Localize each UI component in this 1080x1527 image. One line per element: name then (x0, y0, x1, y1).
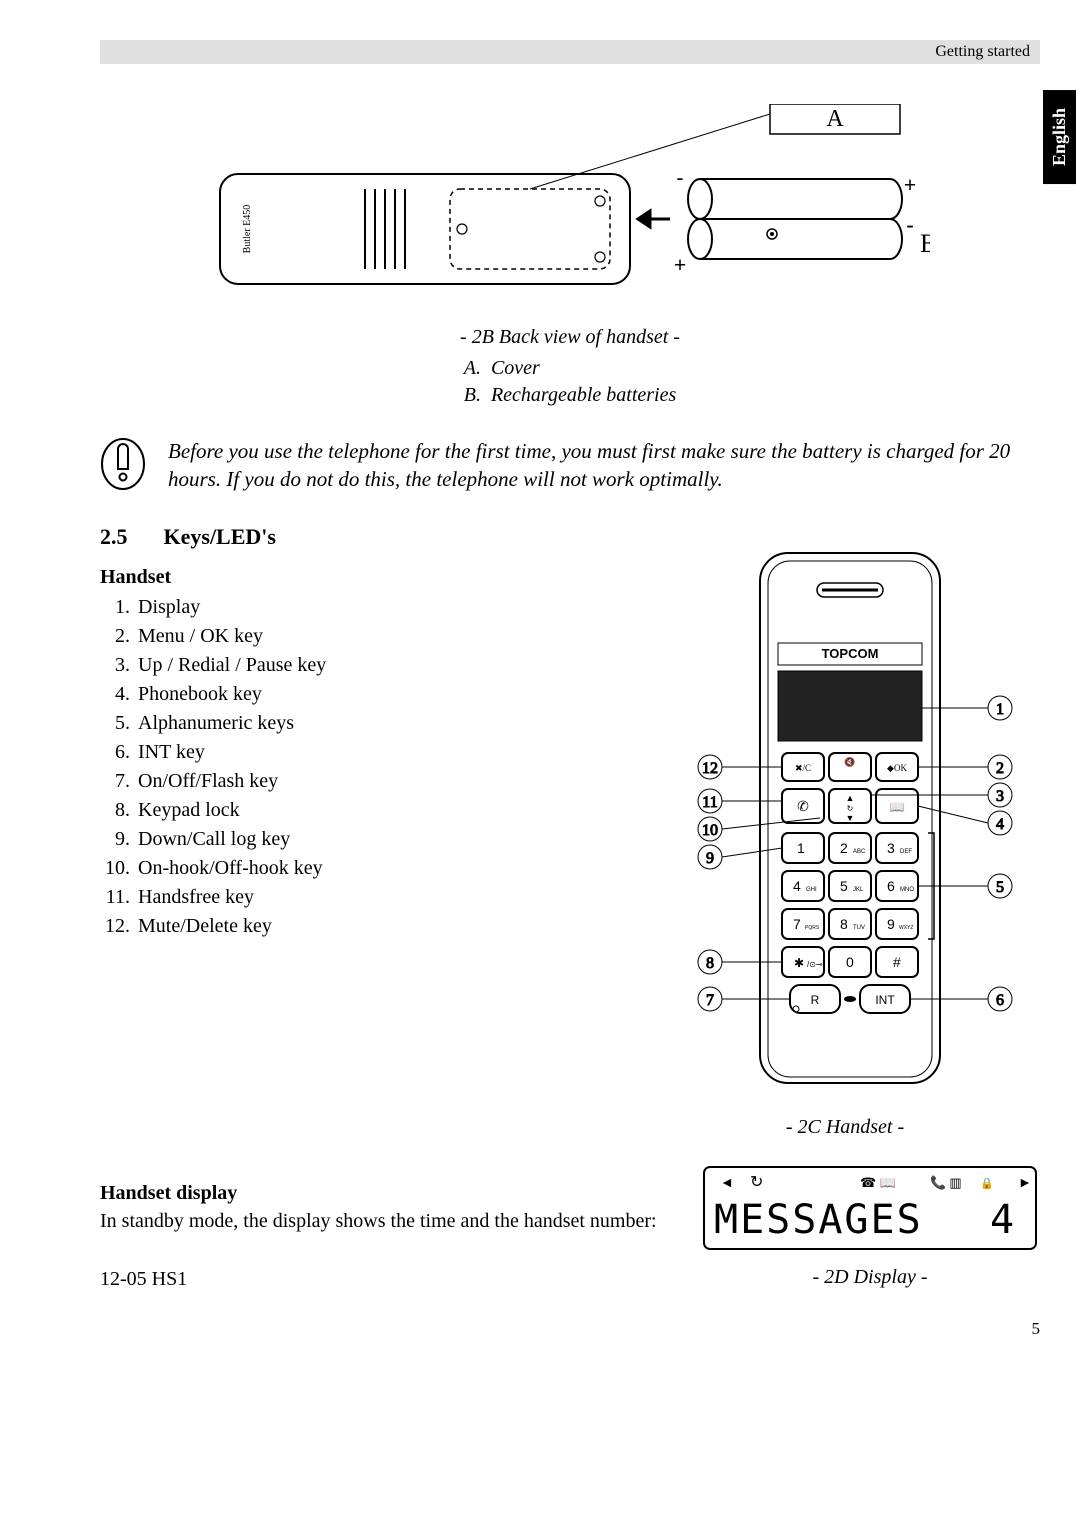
svg-text:MNO: MNO (900, 887, 914, 893)
svg-text:3: 3 (996, 788, 1004, 805)
svg-text:4: 4 (996, 816, 1004, 833)
svg-text:📖: 📖 (890, 800, 905, 814)
svg-text:A: A (826, 106, 844, 132)
svg-text:JKL: JKL (853, 887, 864, 893)
page-number: 5 (100, 1319, 1040, 1339)
svg-text:▲: ▲ (846, 793, 855, 803)
svg-text:9: 9 (887, 916, 895, 932)
figure-2d-caption: - 2D Display - (700, 1266, 1040, 1289)
svg-text:R: R (811, 993, 820, 1007)
header-bar: Getting started (100, 40, 1040, 64)
figure-2b: Butler E450 A B - + - + (210, 104, 930, 304)
svg-text:2: 2 (996, 760, 1004, 777)
svg-text:WXYZ: WXYZ (899, 925, 913, 931)
svg-text:+: + (674, 252, 687, 277)
svg-text:10: 10 (702, 822, 718, 839)
svg-text:-: - (906, 212, 913, 237)
svg-text:7: 7 (793, 916, 801, 932)
svg-text:↻: ↻ (847, 804, 854, 813)
svg-text:TUV: TUV (853, 925, 865, 931)
svg-text:2: 2 (840, 840, 848, 856)
svg-text:6: 6 (996, 992, 1004, 1009)
standby-sample: 12-05 HS1 (100, 1265, 670, 1293)
svg-text:B: B (920, 229, 930, 258)
svg-text:◆OK: ◆OK (887, 763, 907, 773)
svg-text:/⊙⊸: /⊙⊸ (807, 960, 823, 969)
svg-text:+: + (904, 172, 917, 197)
svg-text:PQRS: PQRS (805, 925, 820, 931)
svg-text:GHI: GHI (806, 887, 817, 893)
svg-text:↻: ↻ (750, 1174, 763, 1191)
svg-text:🔇: 🔇 (844, 756, 855, 767)
keys-list: 1.Display 2.Menu / OK key 3.Up / Redial … (100, 593, 620, 941)
svg-text:MESSAGES: MESSAGES (714, 1197, 923, 1243)
figure-2b-captions: - 2B Back view of handset - A. Cover B. … (100, 324, 1040, 409)
svg-text:1: 1 (996, 701, 1004, 718)
svg-text:►: ► (1018, 1176, 1032, 1191)
svg-text:9: 9 (706, 850, 714, 867)
figure-2b-caption: - 2B Back view of handset - (100, 324, 1040, 351)
svg-text:☎ 📖: ☎ 📖 (860, 1175, 896, 1190)
svg-text:◄: ◄ (720, 1176, 734, 1191)
svg-text:3: 3 (887, 840, 895, 856)
svg-text:7: 7 (706, 992, 714, 1009)
svg-text:-: - (677, 167, 684, 189)
svg-text:#: # (893, 954, 901, 970)
svg-text:6: 6 (887, 878, 895, 894)
svg-text:4: 4 (793, 878, 801, 894)
svg-text:ABC: ABC (853, 849, 866, 855)
svg-text:11: 11 (702, 794, 717, 811)
svg-text:0: 0 (846, 954, 854, 970)
section-number: 2.5 (100, 524, 128, 550)
handset-display-text: In standby mode, the display shows the t… (100, 1207, 670, 1235)
svg-text:✱: ✱ (794, 956, 804, 970)
figure-2d: ◄ ↻ ☎ 📖 📞 ▥ 🔒 ► MESSAGES 4 - 2D Display … (700, 1163, 1040, 1289)
svg-text:DEF: DEF (900, 849, 912, 855)
svg-text:✆: ✆ (797, 800, 809, 815)
figure-2c-caption: - 2C Handset - (650, 1116, 1040, 1139)
svg-text:12: 12 (702, 760, 718, 777)
svg-text:5: 5 (996, 879, 1004, 896)
svg-text:📞 ▥: 📞 ▥ (930, 1174, 962, 1190)
language-tab: English (1043, 90, 1076, 184)
info-note: Before you use the telephone for the fir… (100, 437, 1040, 496)
svg-text:5: 5 (840, 878, 848, 894)
figure-2c: TOPCOM ✖/C 🔇 ◆OK ✆ ▲ ↻ ▼ 📖 (650, 543, 1040, 1139)
svg-text:✖/C: ✖/C (795, 763, 811, 773)
info-icon (100, 437, 146, 496)
handset-display-heading: Handset display (100, 1179, 670, 1207)
svg-text:8: 8 (840, 916, 848, 932)
svg-text:Butler E450: Butler E450 (242, 205, 253, 254)
header-section-text: Getting started (935, 43, 1030, 61)
svg-text:1: 1 (797, 840, 805, 856)
info-note-text: Before you use the telephone for the fir… (168, 437, 1040, 494)
svg-text:TOPCOM: TOPCOM (822, 646, 879, 661)
svg-text:4: 4 (990, 1197, 1014, 1243)
svg-text:🔒: 🔒 (980, 1177, 994, 1190)
svg-text:INT: INT (875, 993, 895, 1007)
svg-text:8: 8 (706, 955, 714, 972)
svg-text:▼: ▼ (846, 813, 855, 823)
section-title: Keys/LED's (164, 524, 276, 550)
